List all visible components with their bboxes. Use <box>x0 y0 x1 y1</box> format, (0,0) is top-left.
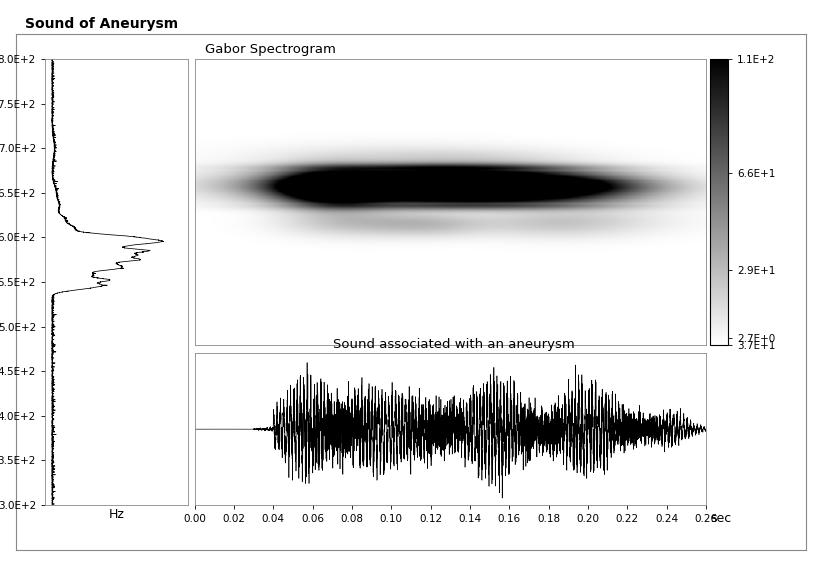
Text: sec: sec <box>710 512 731 526</box>
X-axis label: Hz: Hz <box>109 508 124 521</box>
Text: Gabor Spectrogram: Gabor Spectrogram <box>204 43 335 56</box>
Text: Sound of Aneurysm: Sound of Aneurysm <box>25 17 178 31</box>
Text: Sound associated with an aneurysm: Sound associated with an aneurysm <box>333 338 575 351</box>
